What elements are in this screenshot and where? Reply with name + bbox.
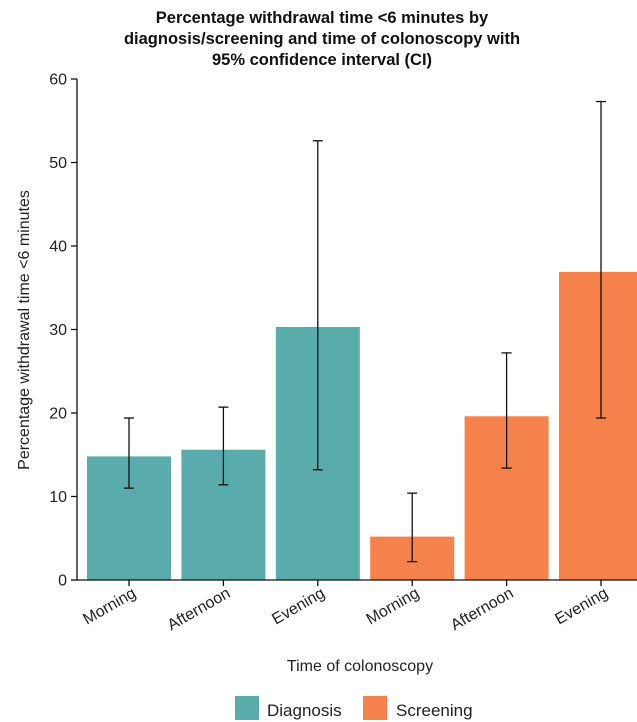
- x-tick-label: Evening: [552, 585, 611, 629]
- x-tick-label: Morning: [80, 585, 139, 629]
- x-tick-label: Afternoon: [165, 585, 234, 634]
- y-tick-label: 20: [49, 406, 67, 423]
- chart-title-line-1: Percentage withdrawal time <6 minutes by: [156, 9, 489, 27]
- chart-title-line-2: diagnosis/screening and time of colonosc…: [124, 30, 520, 48]
- y-axis-title: Percentage withdrawal time <6 minutes: [16, 190, 33, 470]
- y-tick-label: 30: [49, 322, 67, 339]
- x-tick-label: Evening: [269, 585, 328, 629]
- y-tick-label: 40: [49, 239, 67, 256]
- legend-label-screening: Screening: [396, 701, 473, 720]
- legend: Diagnosis Screening: [235, 696, 473, 720]
- y-tick-label: 60: [49, 72, 67, 89]
- chart-title-line-3: 95% confidence interval (CI): [212, 51, 432, 69]
- y-tick-label: 0: [58, 573, 67, 590]
- legend-label-diagnosis: Diagnosis: [267, 701, 342, 720]
- legend-swatch-diagnosis: [235, 696, 259, 720]
- bar-screening-evening: [559, 271, 637, 580]
- plot-area: Morning Afternoon Evening Morning Afternoon E…: [49, 72, 637, 634]
- y-tick-label: 10: [49, 489, 67, 506]
- x-tick-label: Morning: [364, 585, 423, 629]
- y-tick-label: 50: [49, 155, 67, 172]
- x-axis-title: Time of colonoscopy: [287, 658, 433, 675]
- x-tick-label: Afternoon: [448, 585, 517, 634]
- chart-title: Percentage withdrawal time <6 minutes by…: [124, 9, 520, 69]
- legend-swatch-screening: [363, 696, 387, 720]
